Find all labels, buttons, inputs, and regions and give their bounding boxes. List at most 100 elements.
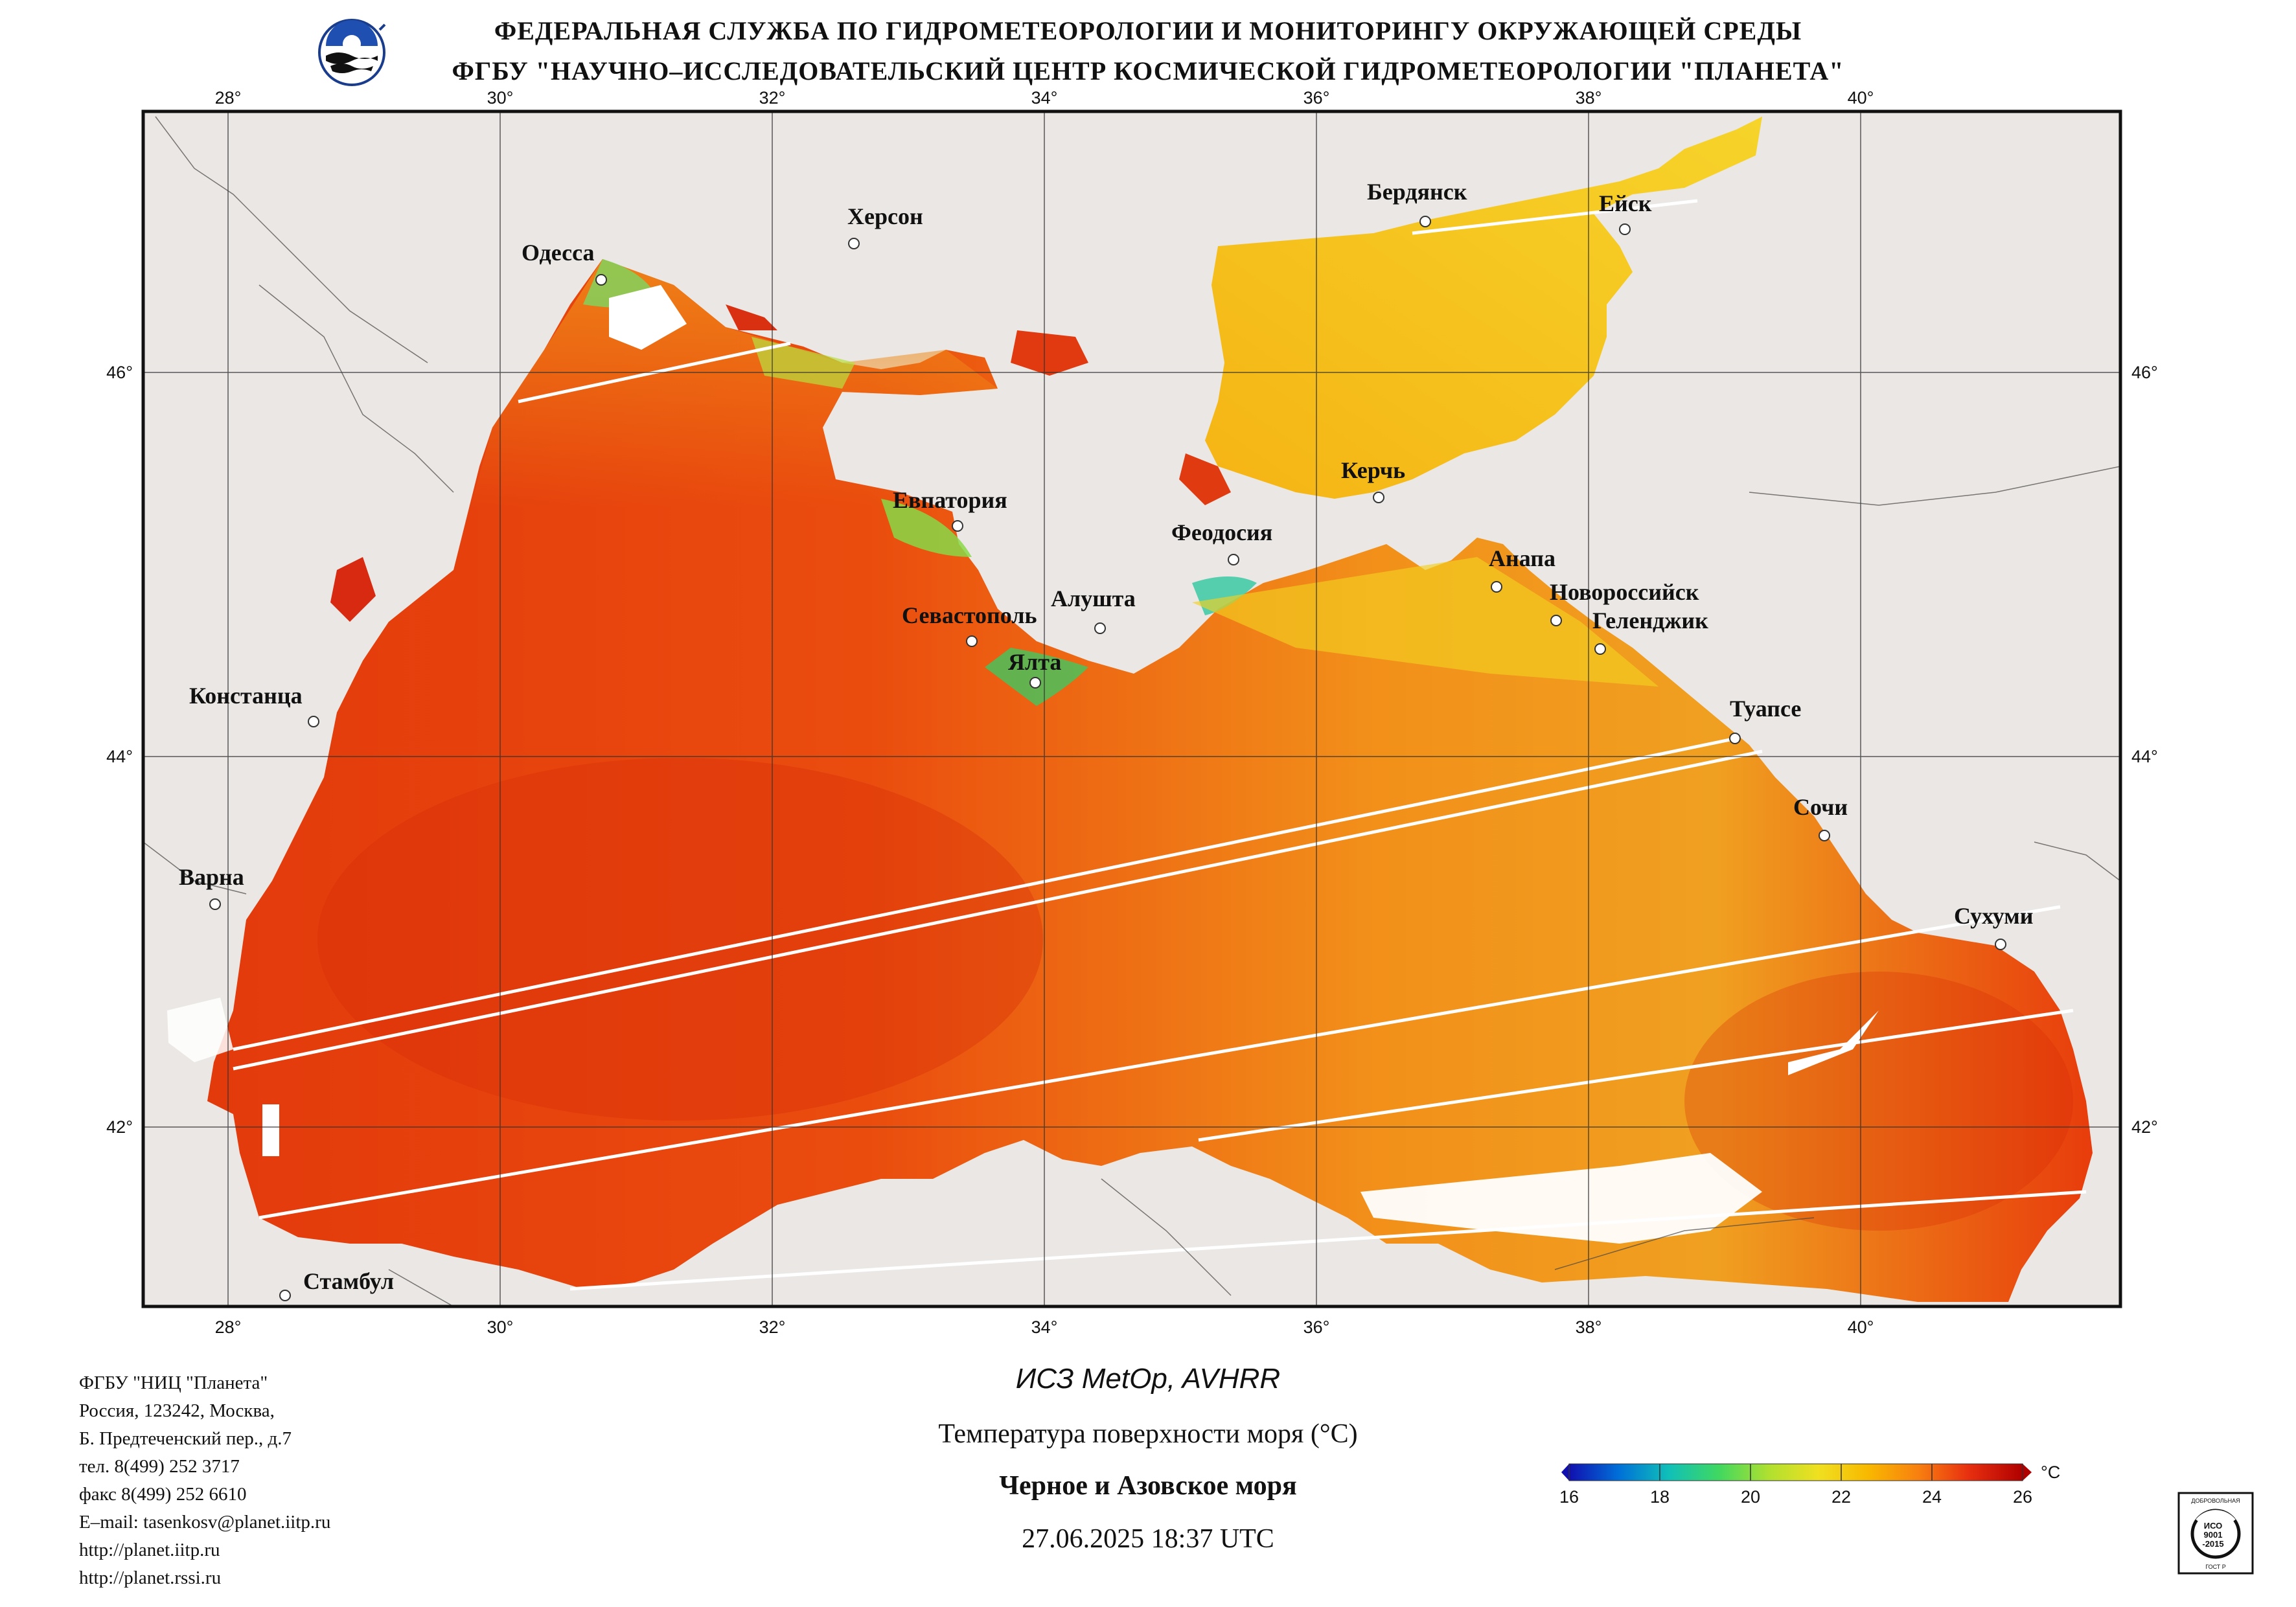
svg-text:Сочи: Сочи xyxy=(1793,794,1848,820)
city-sochi: Сочи xyxy=(1793,794,1848,841)
lat-label-right: 42° xyxy=(2131,1117,2158,1137)
header-title-line1: ФЕДЕРАЛЬНАЯ СЛУЖБА ПО ГИДРОМЕТЕОРОЛОГИИ … xyxy=(494,16,1802,45)
lon-label-bottom: 38° xyxy=(1576,1317,1602,1337)
satellite-caption: ИСЗ MetOp, AVHRR xyxy=(1015,1363,1281,1395)
city-sevastopol: Севастополь xyxy=(902,602,1037,647)
product-caption: Температура поверхности моря (°С) xyxy=(938,1419,1358,1449)
fax: факс 8(499) 252 6610 xyxy=(79,1484,247,1505)
svg-text:Херсон: Херсон xyxy=(847,203,923,229)
city-varna: Варна xyxy=(179,864,244,910)
lon-label-bottom: 34° xyxy=(1031,1317,1058,1337)
email: E–mail: tasenkosv@planet.iitp.ru xyxy=(79,1512,331,1533)
svg-text:Одесса: Одесса xyxy=(522,240,595,266)
cloud-mask xyxy=(1360,1153,1762,1244)
lon-label-top: 30° xyxy=(487,88,514,108)
cloud-mask xyxy=(167,997,233,1062)
svg-text:Сухуми: Сухуми xyxy=(1954,903,2034,929)
graticule xyxy=(143,111,2120,1306)
colorbar-tick: 22 xyxy=(1831,1487,1851,1507)
longitude-labels: 28° 30° 32° 34° 36° 38° 40° 28° 30° 32° … xyxy=(215,88,1874,1337)
city-yalta: Ялта xyxy=(1008,649,1061,689)
lon-label-bottom: 28° xyxy=(215,1317,242,1337)
lon-label-bottom: 32° xyxy=(759,1317,786,1337)
svg-text:Варна: Варна xyxy=(179,864,244,890)
svg-text:-2015: -2015 xyxy=(2202,1539,2223,1549)
warm-shelf-overlay xyxy=(453,259,1775,810)
svg-text:Новороссийск: Новороссийск xyxy=(1550,579,1699,605)
lon-label-bottom: 36° xyxy=(1303,1317,1330,1337)
svg-text:Ялта: Ялта xyxy=(1008,649,1061,675)
colorbar-tick: 20 xyxy=(1741,1487,1760,1507)
city-novorossiysk: Новороссийск xyxy=(1550,579,1699,626)
danube-lagoon xyxy=(330,557,376,622)
city-tuapse: Туапсе xyxy=(1729,696,1801,744)
header-title-line2: ФГБУ "НАУЧНО–ИССЛЕДОВАТЕЛЬСКИЙ ЦЕНТР КОС… xyxy=(452,56,1844,85)
lon-label-top: 38° xyxy=(1576,88,1602,108)
city-constanta: Констанца xyxy=(189,683,319,727)
svg-text:Стамбул: Стамбул xyxy=(303,1268,394,1294)
city-evpatoria: Евпатория xyxy=(893,487,1007,532)
city-berdyansk: Бердянск xyxy=(1367,179,1467,227)
borders xyxy=(143,116,2120,1306)
lon-label-top: 34° xyxy=(1031,88,1058,108)
website-link[interactable]: http://planet.iitp.ru xyxy=(79,1540,220,1560)
sivash-lagoon xyxy=(1179,453,1231,505)
eastern-gyre xyxy=(1684,972,2073,1231)
city-kherson: Херсон xyxy=(847,203,923,249)
colorbar-tick: 18 xyxy=(1650,1487,1670,1507)
datetime-caption: 27.06.2025 18:37 UTC xyxy=(1022,1524,1274,1554)
roshydromet-logo-icon xyxy=(318,19,386,86)
svg-text:Анапа: Анапа xyxy=(1489,545,1556,571)
temperature-colorbar: 16 18 20 22 24 26 °C xyxy=(1559,1463,2060,1507)
iso-certification-icon: ДОБРОВОЛЬНАЯ ИСО 9001 -2015 ГОСТ Р xyxy=(2177,1492,2254,1575)
city-kerch: Керчь xyxy=(1341,457,1405,503)
svg-text:ДОБРОВОЛЬНАЯ: ДОБРОВОЛЬНАЯ xyxy=(2191,1498,2240,1504)
western-gyre xyxy=(317,758,1043,1121)
colorbar-max-arrow xyxy=(2023,1464,2032,1481)
lat-label-right: 46° xyxy=(2131,363,2158,382)
city-alushta: Алушта xyxy=(1051,586,1136,634)
city-odessa: Одесса xyxy=(522,240,607,286)
colorbar-min-arrow xyxy=(1561,1464,1569,1481)
svg-text:Геленджик: Геленджик xyxy=(1592,608,1708,633)
colorbar-unit: °C xyxy=(2041,1463,2060,1482)
phone: тел. 8(499) 252 3717 xyxy=(79,1456,240,1477)
svg-text:Констанца: Констанца xyxy=(189,683,303,709)
city-anapa: Анапа xyxy=(1489,545,1556,593)
sea-of-azov xyxy=(1205,117,1762,499)
dnieper-estuary xyxy=(1011,330,1088,376)
colorbar-tick: 24 xyxy=(1922,1487,1942,1507)
city-gelendzhik: Геленджик xyxy=(1592,608,1708,655)
evpatoria-cold-patch xyxy=(881,499,972,557)
svg-text:Туапсе: Туапсе xyxy=(1730,696,1801,722)
lon-label-top: 40° xyxy=(1848,88,1874,108)
lat-label-left: 42° xyxy=(106,1117,133,1137)
cloud-mask xyxy=(1788,1010,1879,1075)
svg-text:Бердянск: Бердянск xyxy=(1367,179,1467,205)
crimea-cold-patch xyxy=(985,648,1088,706)
svg-text:Феодосия: Феодосия xyxy=(1171,519,1272,545)
lon-label-top: 32° xyxy=(759,88,786,108)
website-link[interactable]: http://planet.rssi.ru xyxy=(79,1567,222,1588)
svg-text:Ейск: Ейск xyxy=(1599,190,1652,216)
svg-text:Севастополь: Севастополь xyxy=(902,602,1037,628)
lon-label-top: 36° xyxy=(1303,88,1330,108)
svg-text:Керчь: Керчь xyxy=(1341,457,1405,483)
address-line1: Россия, 123242, Москва, xyxy=(79,1400,275,1421)
cloud-mask xyxy=(609,285,687,350)
svg-text:ГОСТ Р: ГОСТ Р xyxy=(2205,1564,2226,1570)
latitude-labels: 46° 44° 42° 46° 44° 42° xyxy=(106,363,2158,1137)
lat-label-right: 44° xyxy=(2131,747,2158,766)
kerch-plume xyxy=(1192,557,1659,687)
svg-text:Алушта: Алушта xyxy=(1051,586,1136,611)
svg-text:ИСО: ИСО xyxy=(2204,1521,2223,1531)
lon-label-top: 28° xyxy=(215,88,242,108)
swath-gaps xyxy=(233,199,2087,1291)
organization-contacts: ФГБУ "НИЦ "Планета" Россия, 123242, Моск… xyxy=(79,1369,330,1592)
city-feodosia: Феодосия xyxy=(1171,519,1272,565)
colorbar-tick: 26 xyxy=(2013,1487,2032,1507)
lon-label-bottom: 40° xyxy=(1848,1317,1874,1337)
address-line2: Б. Предтеченский пер., д.7 xyxy=(79,1428,292,1449)
coastal-lagoon xyxy=(726,304,777,330)
